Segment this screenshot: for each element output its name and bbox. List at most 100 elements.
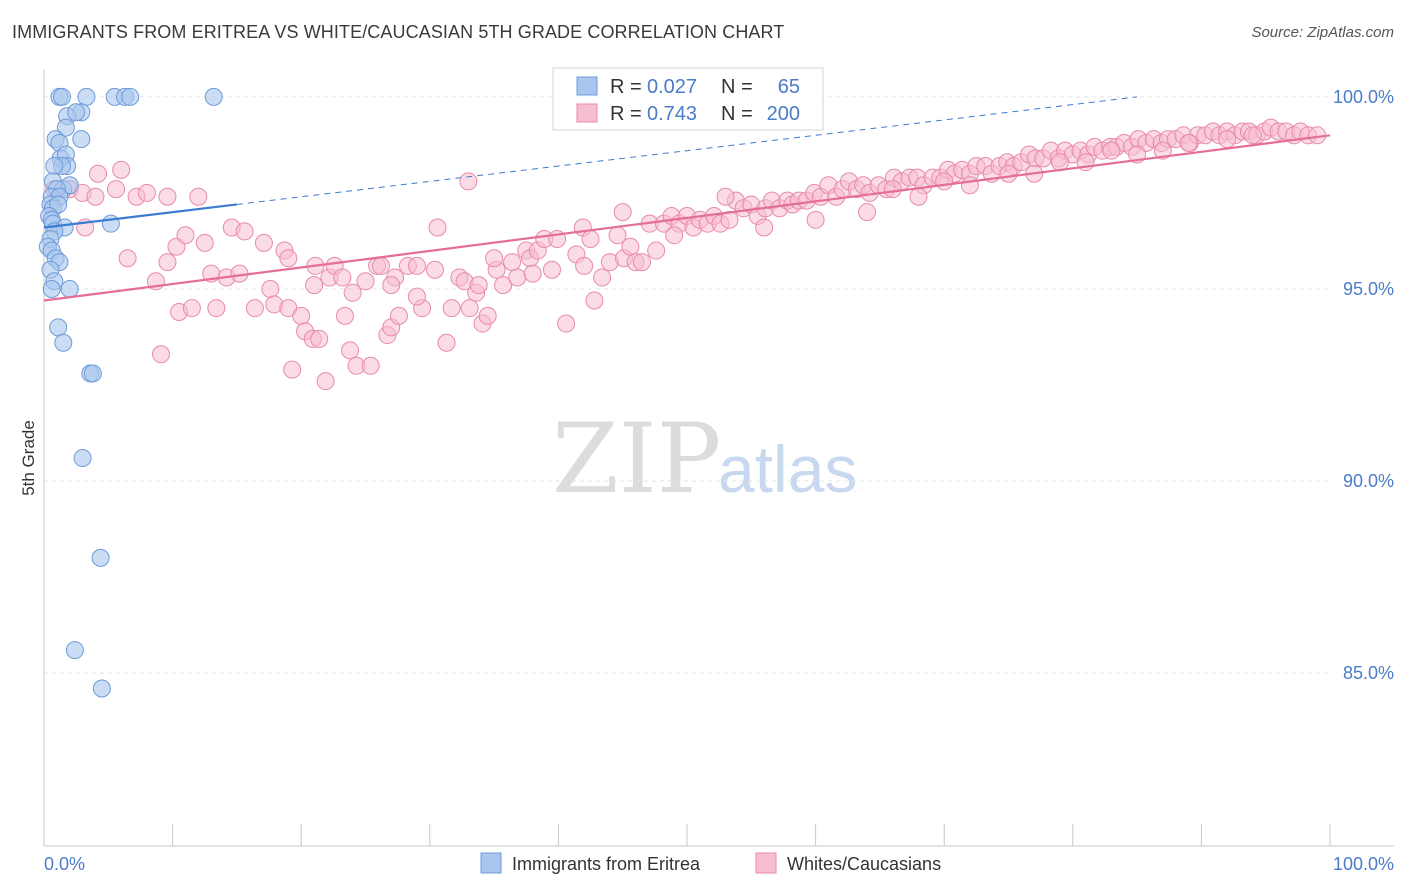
- legend-series: Immigrants from Eritrea Whites/Caucasian…: [480, 852, 941, 874]
- point-whites-47: [356, 272, 375, 291]
- point-whites-207: [407, 287, 426, 306]
- point-whites-77: [542, 260, 561, 279]
- legend-bottom-label-eritrea: Immigrants from Eritrea: [512, 854, 701, 874]
- legend-n-label-0: N =: [721, 76, 753, 98]
- legend-n-value-0: 65: [778, 76, 800, 98]
- point-whites-79: [557, 314, 576, 333]
- point-eritrea-2: [77, 87, 96, 106]
- point-whites-192: [1218, 130, 1237, 149]
- point-whites-50: [371, 256, 390, 275]
- legend-bottom-swatch-whites: [755, 852, 777, 874]
- trend-line-eritrea-extension: [236, 96, 1138, 205]
- chart-title: IMMIGRANTS FROM ERITREA VS WHITE/CAUCASI…: [12, 22, 785, 42]
- point-eritrea-9: [67, 103, 86, 122]
- point-whites-187: [935, 172, 954, 191]
- point-whites-209: [343, 283, 362, 302]
- trend-lines: [43, 96, 1331, 302]
- point-whites-35: [292, 306, 311, 325]
- y-tick-label-90: 90.0%: [1343, 471, 1394, 491]
- point-whites-90: [632, 253, 651, 272]
- point-whites-64: [460, 299, 479, 318]
- point-whites-14: [158, 253, 177, 272]
- point-whites-43: [333, 268, 352, 287]
- trend-line-eritrea: [43, 203, 238, 229]
- point-whites-39: [310, 329, 329, 348]
- point-eritrea-1: [53, 87, 72, 106]
- point-whites-66: [469, 276, 488, 295]
- point-whites-206: [485, 249, 504, 268]
- legend-r-label-1: R =: [610, 103, 642, 125]
- point-whites-194: [806, 210, 825, 229]
- legend-n-value-1: 200: [767, 103, 800, 125]
- point-eritrea-5: [121, 87, 140, 106]
- point-whites-193: [755, 218, 774, 237]
- point-whites-184: [613, 203, 632, 222]
- legend-swatch-eritrea: [576, 76, 598, 96]
- y-axis-label: 5th Grade: [19, 420, 38, 496]
- point-eritrea-44: [54, 333, 73, 352]
- point-whites-72: [508, 268, 527, 287]
- point-whites-68: [478, 306, 497, 325]
- point-whites-205: [523, 264, 542, 283]
- point-eritrea-49: [65, 641, 84, 660]
- point-whites-32: [279, 249, 298, 268]
- point-whites-44: [335, 306, 354, 325]
- y-tick-labels: 85.0% 90.0% 95.0% 100.0%: [1333, 87, 1394, 683]
- point-whites-28: [254, 233, 273, 252]
- point-whites-18: [182, 299, 201, 318]
- watermark-zip: ZIP: [552, 403, 721, 515]
- point-whites-34: [283, 360, 302, 379]
- point-whites-54: [389, 306, 408, 325]
- point-whites-59: [428, 218, 447, 237]
- point-eritrea-13: [72, 130, 91, 149]
- point-whites-208: [382, 276, 401, 295]
- point-eritrea-43: [49, 318, 68, 337]
- point-whites-4: [107, 180, 126, 199]
- legend-swatch-whites: [576, 103, 598, 123]
- point-whites-9: [86, 187, 105, 206]
- point-whites-185: [716, 187, 735, 206]
- x-tick-label-0: 0.0%: [44, 854, 85, 874]
- point-whites-11: [118, 249, 137, 268]
- point-eritrea-50: [92, 679, 111, 698]
- point-whites-191: [1153, 141, 1172, 160]
- point-whites-190: [1102, 141, 1121, 160]
- point-eritrea-48: [91, 548, 110, 567]
- y-tick-label-85: 85.0%: [1343, 663, 1394, 683]
- point-whites-45: [341, 341, 360, 360]
- point-whites-204: [575, 256, 594, 275]
- point-whites-26: [235, 222, 254, 241]
- y-tick-label-95: 95.0%: [1343, 279, 1394, 299]
- legend-r-value-1: 0.743: [647, 103, 697, 125]
- point-whites-19: [189, 187, 208, 206]
- point-whites-196: [909, 187, 928, 206]
- point-whites-71: [503, 253, 522, 272]
- point-whites-197: [960, 176, 979, 195]
- point-eritrea-6: [204, 87, 223, 106]
- point-whites-5: [112, 160, 131, 179]
- watermark-atlas: atlas: [718, 432, 857, 506]
- legend-r-value-0: 0.027: [647, 76, 697, 98]
- legend-bottom-label-whites: Whites/Caucasians: [787, 854, 941, 874]
- point-whites-40: [316, 372, 335, 391]
- point-whites-202: [1243, 126, 1262, 145]
- point-whites-102: [720, 210, 739, 229]
- point-whites-17: [176, 226, 195, 245]
- legend-stats-box: [552, 67, 824, 131]
- point-whites-84: [593, 268, 612, 287]
- source-credit: Source: ZipAtlas.com: [1251, 24, 1394, 41]
- point-whites-20: [195, 233, 214, 252]
- series-whites-caucasians: [45, 118, 1327, 391]
- point-whites-22: [207, 299, 226, 318]
- point-whites-60: [437, 333, 456, 352]
- point-whites-88: [621, 237, 640, 256]
- point-whites-29: [261, 279, 280, 298]
- point-whites-92: [647, 241, 666, 260]
- trend-line-whites: [43, 134, 1331, 302]
- point-whites-27: [245, 299, 264, 318]
- point-eritrea-40: [42, 279, 61, 298]
- point-whites-7: [137, 183, 156, 202]
- legend-n-label-1: N =: [721, 103, 753, 125]
- point-whites-13: [152, 345, 171, 364]
